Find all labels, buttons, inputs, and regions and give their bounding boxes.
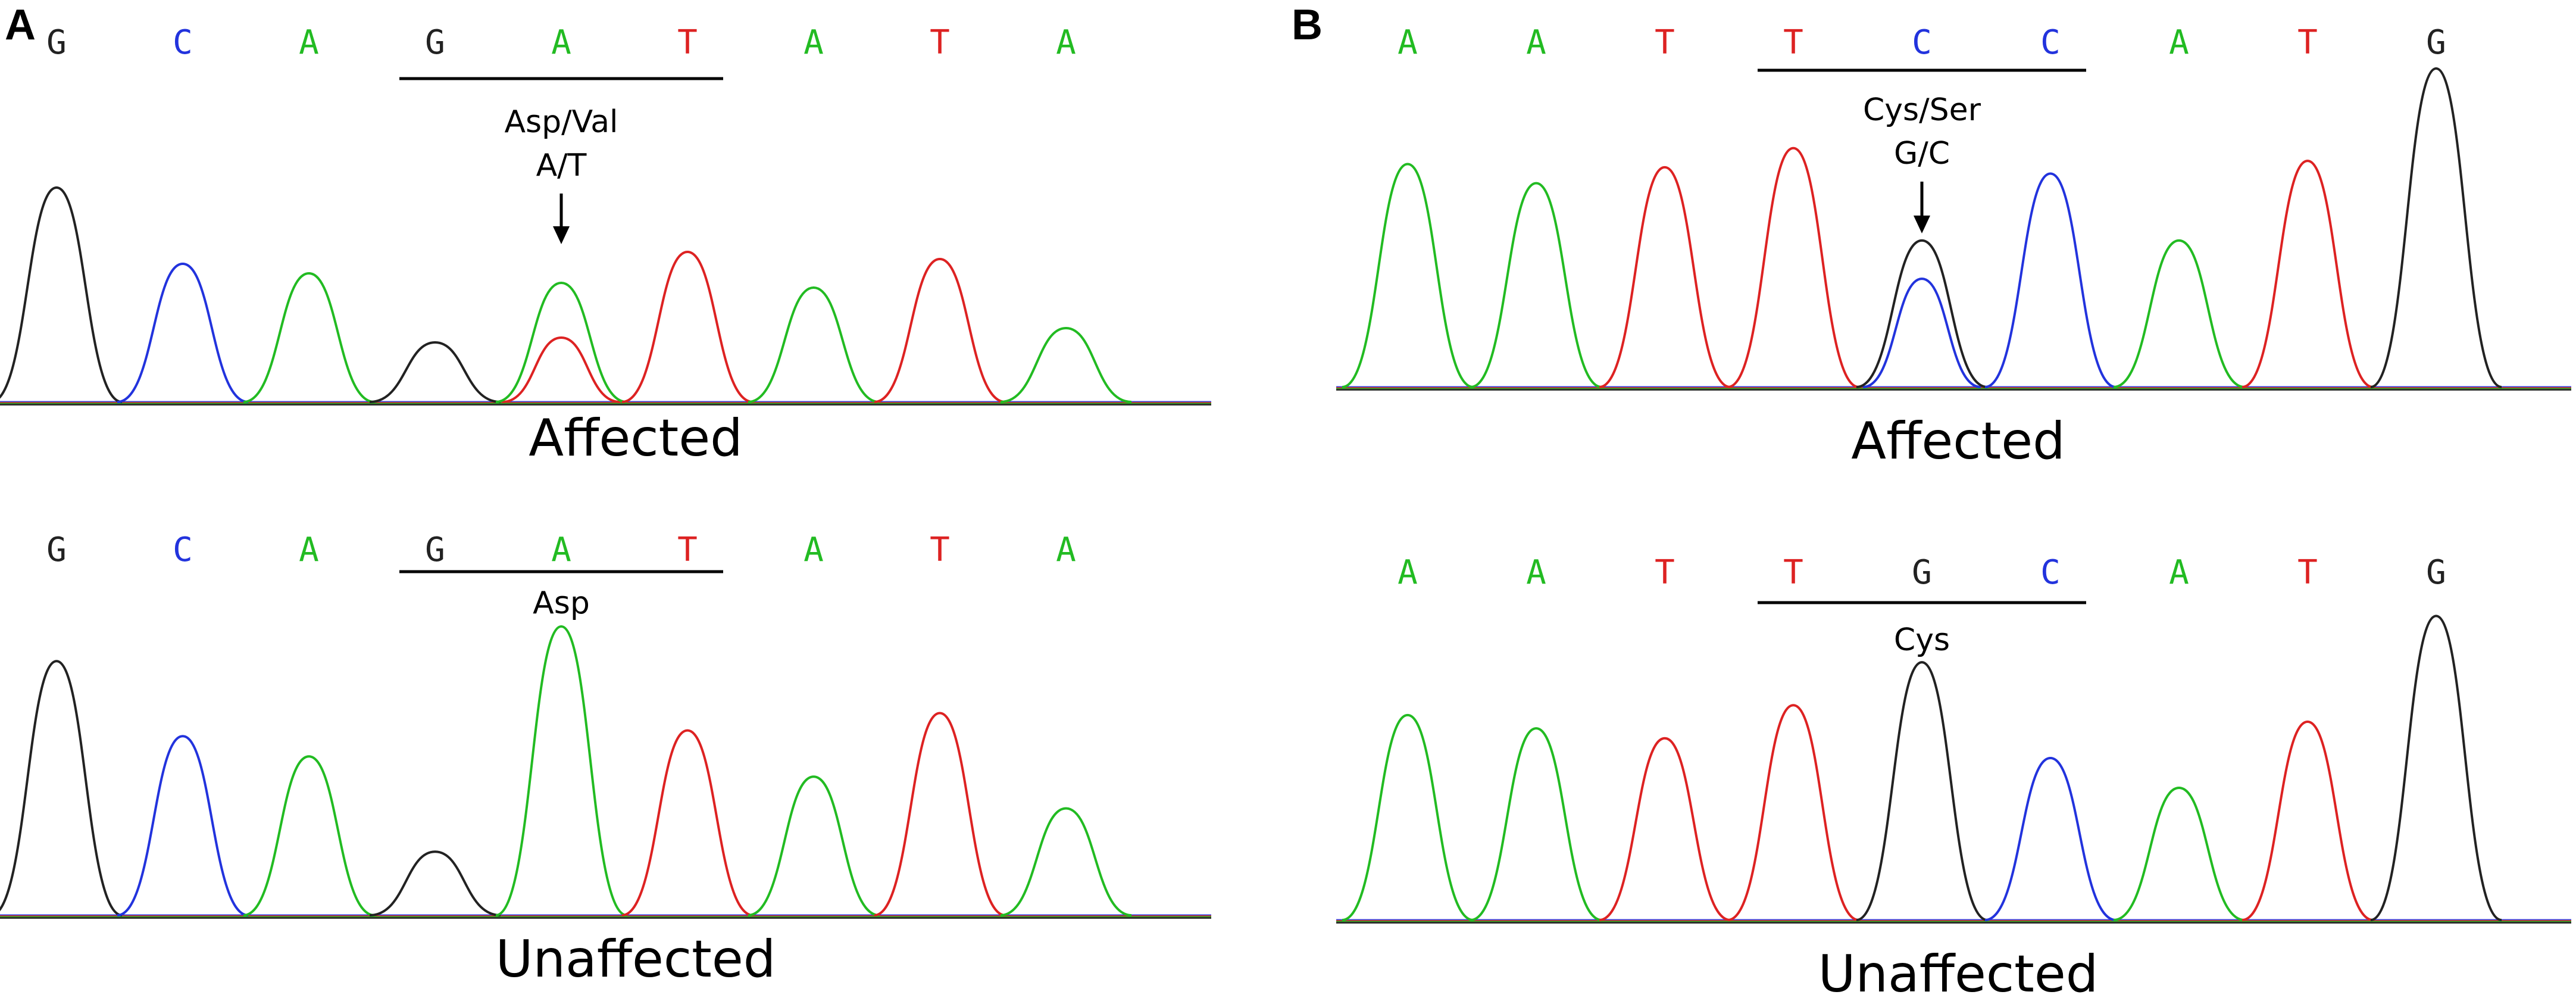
- base-call: G: [2426, 23, 2446, 62]
- base-call: G: [425, 23, 445, 62]
- peak: [117, 735, 249, 916]
- panel-letter: B: [1292, 1, 1323, 49]
- peak: [1856, 239, 1988, 388]
- trace-caption: Affected: [529, 408, 743, 468]
- peak: [0, 186, 123, 403]
- peak: [117, 262, 249, 403]
- amino-acid-label: Asp/Val: [504, 104, 618, 140]
- base-call: T: [677, 531, 698, 569]
- base-call: G: [425, 531, 445, 569]
- base-call: C: [1912, 23, 1932, 62]
- trace-unaffected: G C A G A T A T A Asp Unaffected: [0, 531, 1211, 989]
- base-call: T: [930, 23, 950, 62]
- peak: [1727, 704, 1859, 921]
- base-call: T: [930, 531, 950, 569]
- peak: [243, 272, 375, 403]
- peak: [243, 755, 375, 916]
- peak: [1470, 727, 1602, 921]
- trace-unaffected: A A T T G C A T G Cys Unaffected: [1336, 553, 2571, 1001]
- peak: [1984, 172, 2117, 388]
- base-call: A: [551, 23, 571, 62]
- base-call: T: [1655, 23, 1675, 62]
- base-call: C: [173, 531, 193, 569]
- trace-caption: Unaffected: [1818, 944, 2099, 1001]
- base-call: A: [2169, 23, 2189, 62]
- base-call: T: [2297, 23, 2318, 62]
- panel-letter: A: [5, 1, 36, 49]
- peak: [1000, 326, 1132, 403]
- base-call: A: [1398, 23, 1418, 62]
- amino-acid-label: Asp: [533, 585, 590, 621]
- base-call: A: [804, 23, 824, 62]
- amino-acid-label: Cys: [1894, 622, 1950, 658]
- peak: [2242, 160, 2374, 388]
- peak: [1984, 757, 2117, 921]
- base-call: A: [1398, 553, 1418, 592]
- base-call: G: [46, 23, 67, 62]
- peak: [621, 729, 754, 916]
- peak: [748, 775, 880, 916]
- base-call: A: [1526, 23, 1546, 62]
- peak: [1599, 737, 1731, 921]
- trace-caption: Affected: [1851, 411, 2065, 471]
- nucleotide-change-label: A/T: [536, 148, 587, 183]
- peak: [1599, 166, 1731, 388]
- base-call: A: [804, 531, 824, 569]
- peak: [2242, 720, 2374, 921]
- peak: [0, 660, 123, 916]
- peak: [2113, 786, 2245, 921]
- secondary-peak: [502, 336, 621, 403]
- base-call: A: [299, 531, 319, 569]
- base-call: A: [551, 531, 571, 569]
- base-call: C: [173, 23, 193, 62]
- peak: [1342, 163, 1474, 388]
- peak: [621, 250, 754, 403]
- peak: [369, 341, 501, 403]
- secondary-peak: [1862, 277, 1981, 388]
- peak: [2113, 239, 2245, 388]
- base-call: T: [2297, 553, 2318, 592]
- peak: [369, 850, 501, 916]
- peak: [2370, 67, 2502, 388]
- panel-b: B A A T T C C A T G Cys/Ser G/C Affected A A T T G C A T G Cys…: [1292, 1, 2571, 1001]
- arrowhead-icon: [1914, 216, 1930, 233]
- peak: [1727, 146, 1859, 388]
- base-call: C: [2040, 23, 2061, 62]
- peak: [495, 281, 627, 403]
- peak: [1342, 713, 1474, 921]
- peak: [1470, 182, 1602, 388]
- amino-acid-label: Cys/Ser: [1863, 92, 1981, 128]
- base-call: A: [1526, 553, 1546, 592]
- base-call: A: [299, 23, 319, 62]
- peak: [874, 257, 1006, 403]
- base-call: A: [1056, 531, 1076, 569]
- peak: [2370, 615, 2502, 921]
- base-call: T: [1655, 553, 1675, 592]
- peak: [1000, 807, 1132, 916]
- base-call: C: [2040, 553, 2061, 592]
- base-call: A: [1056, 23, 1076, 62]
- peak: [495, 625, 627, 916]
- peak: [748, 286, 880, 403]
- peak: [1856, 661, 1988, 921]
- trace-affected: A A T T C C A T G Cys/Ser G/C Affected: [1336, 23, 2571, 471]
- peak: [874, 712, 1006, 916]
- base-call: T: [1783, 553, 1803, 592]
- base-call: T: [677, 23, 698, 62]
- base-call: G: [46, 531, 67, 569]
- base-call: T: [1783, 23, 1803, 62]
- trace-affected: G C A G A T A T A Asp/Val A/T Affected: [0, 23, 1211, 468]
- nucleotide-change-label: G/C: [1894, 136, 1950, 171]
- trace-caption: Unaffected: [496, 930, 776, 989]
- arrowhead-icon: [553, 226, 570, 244]
- base-call: A: [2169, 553, 2189, 592]
- base-call: G: [1912, 553, 1932, 592]
- base-call: G: [2426, 553, 2446, 592]
